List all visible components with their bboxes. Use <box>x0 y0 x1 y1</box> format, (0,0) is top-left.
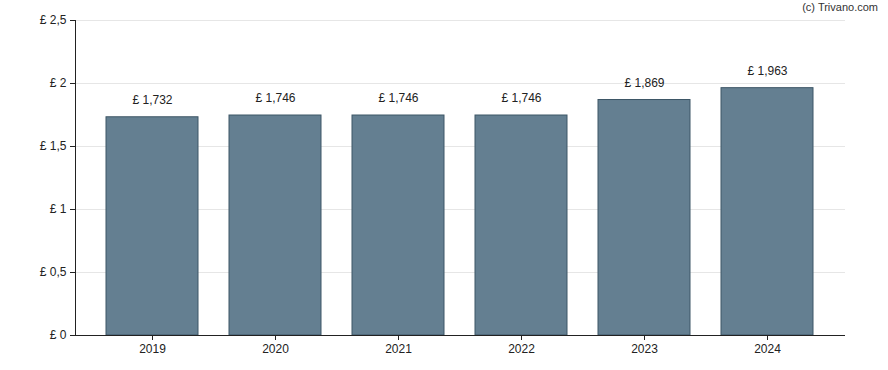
svg-text:£ 0: £ 0 <box>50 328 67 342</box>
svg-text:£ 1,5: £ 1,5 <box>40 139 67 153</box>
svg-text:2022: 2022 <box>508 342 535 356</box>
svg-text:£ 2,5: £ 2,5 <box>40 13 67 27</box>
svg-text:£ 2: £ 2 <box>50 76 67 90</box>
svg-text:£ 1,746: £ 1,746 <box>378 91 418 105</box>
svg-text:£ 1: £ 1 <box>50 202 67 216</box>
svg-text:2024: 2024 <box>754 342 781 356</box>
svg-text:2021: 2021 <box>385 342 412 356</box>
svg-text:£ 1,746: £ 1,746 <box>255 91 295 105</box>
svg-text:£ 1,869: £ 1,869 <box>624 76 664 90</box>
html-text:(c) Trivano.com: (c) Trivano.com <box>802 1 878 13</box>
svg-text:£ 1,963: £ 1,963 <box>747 64 787 78</box>
svg-text:2023: 2023 <box>631 342 658 356</box>
svg-text:2020: 2020 <box>262 342 289 356</box>
svg-text:£ 0,5: £ 0,5 <box>40 265 67 279</box>
svg-text:£ 1,732: £ 1,732 <box>132 93 172 107</box>
svg-text:£ 1,746: £ 1,746 <box>501 91 541 105</box>
svg-text:2019: 2019 <box>139 342 166 356</box>
